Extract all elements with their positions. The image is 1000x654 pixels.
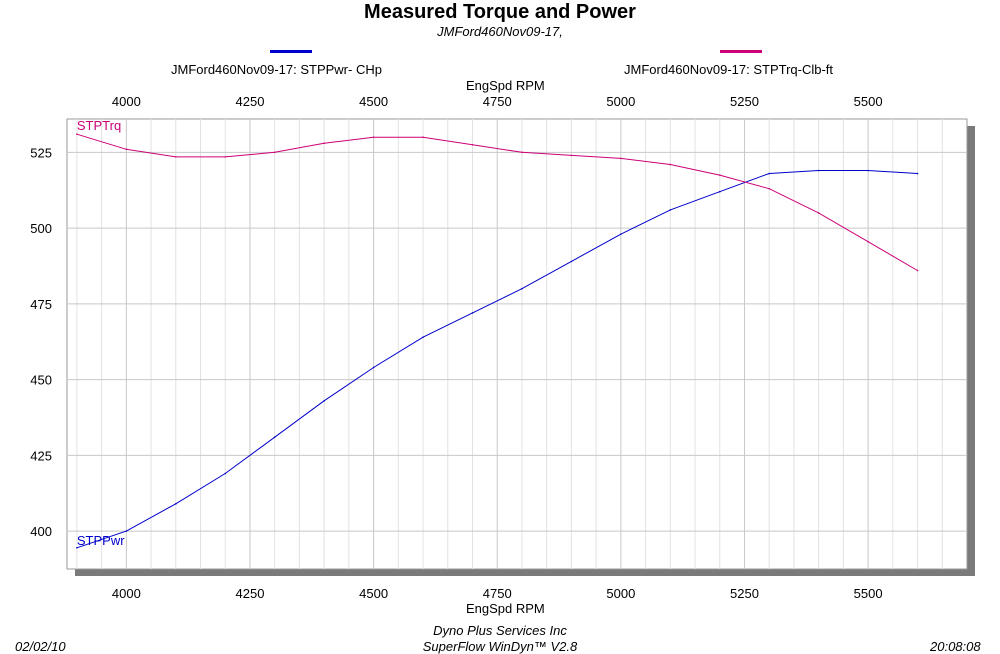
data-point-stppwr <box>125 530 128 532</box>
series-line-stptrq <box>76 133 918 271</box>
data-point-stptrq <box>76 133 78 135</box>
data-point-stptrq <box>224 156 227 158</box>
series-label-stptrq: STPTrq <box>77 118 121 133</box>
legend-label-power: JMFord460Nov09-17: STPPwr- CHp <box>171 62 382 77</box>
x-tick-label-bottom: 5250 <box>730 586 759 601</box>
data-point-stppwr <box>867 169 869 172</box>
x-tick-label-top: 4500 <box>359 94 388 109</box>
x-tick-label-bottom: 4500 <box>359 586 388 601</box>
data-point-stptrq <box>867 240 869 243</box>
data-point-stptrq <box>620 157 622 160</box>
x-tick-label-bottom: 4750 <box>483 586 512 601</box>
data-point-stptrq <box>273 151 276 154</box>
data-point-stptrq <box>768 187 770 190</box>
data-point-stppwr <box>768 172 770 175</box>
data-point-stppwr <box>521 287 523 290</box>
x-tick-label-bottom: 4250 <box>236 586 265 601</box>
data-point-stppwr <box>422 336 424 338</box>
y-tick-label: 450 <box>30 373 52 388</box>
data-point-stppwr <box>273 436 276 438</box>
x-axis-title-bottom: EngSpd RPM <box>466 601 545 616</box>
data-point-stptrq <box>521 151 523 154</box>
data-point-stptrq <box>323 142 325 145</box>
data-point-stppwr <box>620 233 622 235</box>
chart-title: Measured Torque and Power <box>364 1 636 23</box>
data-point-stppwr <box>817 169 820 172</box>
x-tick-label-top: 5250 <box>730 94 759 109</box>
x-tick-label-bottom: 5500 <box>854 586 883 601</box>
data-point-stptrq <box>471 143 474 146</box>
y-tick-label: 475 <box>30 297 52 312</box>
data-point-stppwr <box>174 503 177 505</box>
data-point-stppwr <box>570 260 573 263</box>
legend-swatch-torque <box>720 50 762 53</box>
x-tick-label-top: 4750 <box>483 94 512 109</box>
data-point-stppwr <box>669 209 672 211</box>
x-tick-label-bottom: 4000 <box>112 586 141 601</box>
data-point-stptrq <box>916 269 919 272</box>
y-tick-label: 525 <box>30 145 52 160</box>
data-point-stppwr <box>718 190 721 193</box>
footer-date: 02/02/10 <box>15 639 66 654</box>
data-point-stppwr <box>372 366 375 369</box>
x-tick-label-top: 5500 <box>854 94 883 109</box>
x-tick-label-top: 4000 <box>112 94 141 109</box>
data-point-stptrq <box>174 156 177 158</box>
data-point-stppwr <box>76 546 78 549</box>
x-tick-label-top: 5000 <box>606 94 635 109</box>
data-point-stppwr <box>916 172 919 175</box>
data-point-stptrq <box>718 174 721 176</box>
legend-swatch-power <box>270 50 312 53</box>
data-point-stptrq <box>372 136 375 138</box>
x-axis-title-top: EngSpd RPM <box>466 78 545 93</box>
data-point-stppwr <box>323 400 325 402</box>
footer-company: Dyno Plus Services Inc <box>433 623 567 638</box>
data-point-stptrq <box>570 154 573 157</box>
y-tick-label: 400 <box>30 524 52 539</box>
chart-subtitle: JMFord460Nov09-17, <box>437 24 563 39</box>
x-tick-label-top: 4250 <box>236 94 265 109</box>
data-point-stppwr <box>471 312 474 314</box>
data-point-stptrq <box>422 136 424 138</box>
data-point-stppwr <box>224 472 227 475</box>
series-line-stppwr <box>76 170 918 549</box>
y-tick-label: 425 <box>30 448 52 463</box>
data-point-stptrq <box>125 148 128 151</box>
data-point-stptrq <box>669 163 672 166</box>
footer-time: 20:08:08 <box>930 639 981 654</box>
plot-area <box>66 118 968 570</box>
data-point-stptrq <box>817 212 820 214</box>
footer-software: SuperFlow WinDyn™ V2.8 <box>422 639 578 654</box>
y-tick-label: 500 <box>30 221 52 236</box>
legend-label-torque: JMFord460Nov09-17: STPTrq-Clb-ft <box>624 62 834 77</box>
series-label-stppwr: STPPwr <box>77 533 125 548</box>
x-tick-label-bottom: 5000 <box>606 586 635 601</box>
